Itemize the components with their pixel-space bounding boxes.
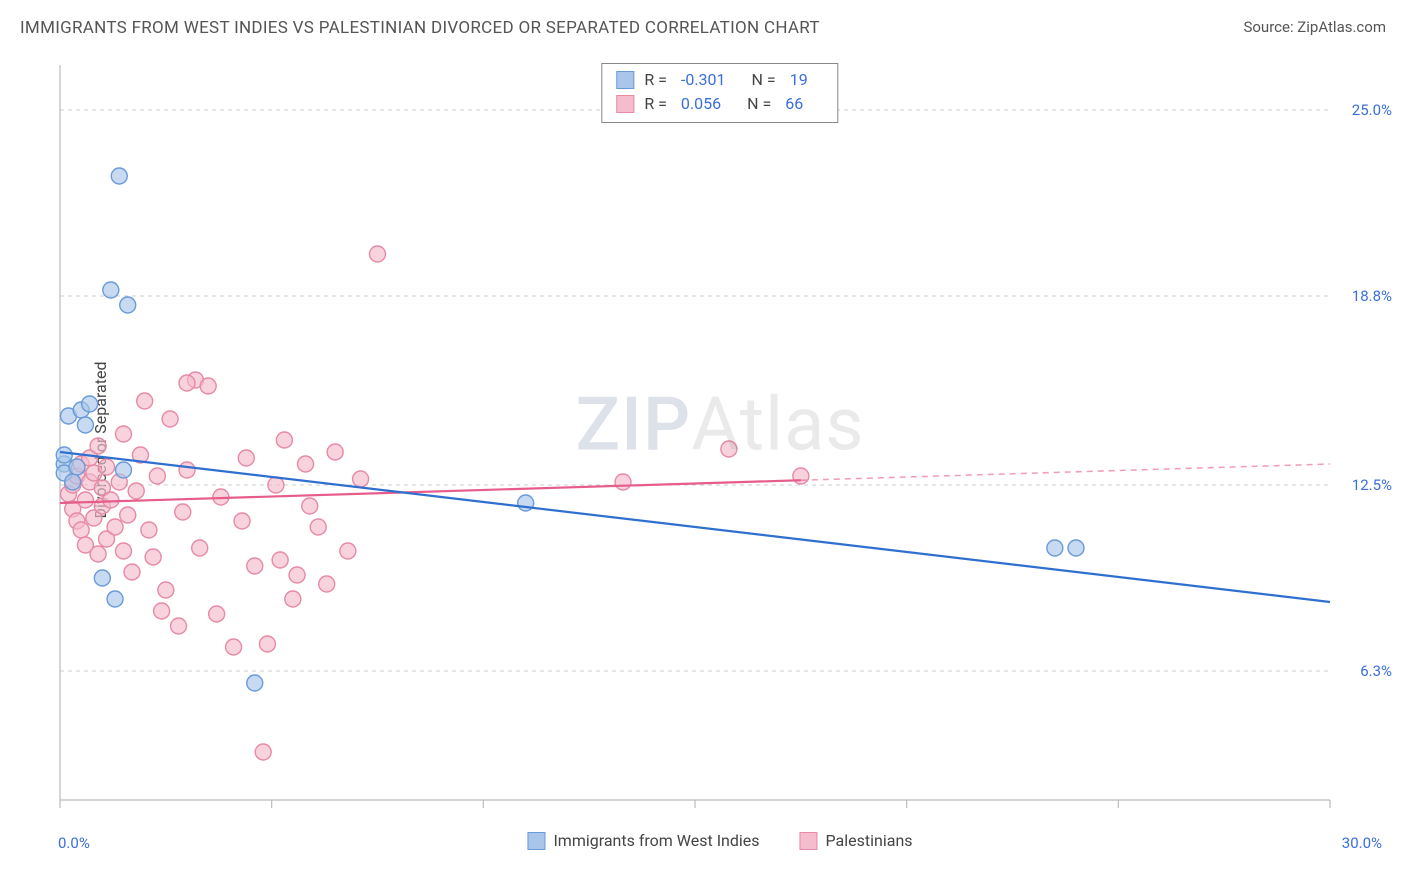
y-tick-label: 12.5%	[1352, 476, 1392, 494]
legend-item-pink: Palestinians	[800, 831, 913, 850]
r-value-pink: 0.056	[681, 92, 721, 116]
legend-label-pink: Palestinians	[826, 831, 913, 850]
legend-label-blue: Immigrants from West Indies	[553, 831, 759, 850]
legend-bottom: Immigrants from West Indies Palestinians	[527, 831, 912, 850]
y-tick-label: 6.3%	[1360, 662, 1392, 680]
x-axis-start: 0.0%	[58, 834, 90, 852]
stats-box: R = -0.301 N = 19 R = 0.056 N = 66	[601, 63, 838, 123]
source-label: Source: ZipAtlas.com	[1243, 18, 1386, 36]
n-label: N =	[752, 68, 776, 92]
r-label-2: R =	[644, 92, 667, 116]
swatch-blue-icon	[616, 71, 634, 89]
legend-swatch-pink-icon	[800, 832, 818, 850]
n-value-blue: 19	[790, 68, 808, 92]
legend-item-blue: Immigrants from West Indies	[527, 831, 759, 850]
y-tick-label: 25.0%	[1352, 101, 1392, 119]
swatch-pink-icon	[616, 95, 634, 113]
stats-row-blue: R = -0.301 N = 19	[616, 68, 823, 92]
n-label-2: N =	[747, 92, 771, 116]
n-value-pink: 66	[785, 92, 803, 116]
r-label: R =	[644, 68, 667, 92]
chart-area: Divorced or Separated ZIPAtlas R = -0.30…	[50, 60, 1390, 820]
legend-swatch-blue-icon	[527, 832, 545, 850]
stats-row-pink: R = 0.056 N = 66	[616, 92, 823, 116]
r-value-blue: -0.301	[681, 68, 726, 92]
x-axis-end: 30.0%	[1342, 834, 1382, 852]
y-tick-label: 18.8%	[1352, 287, 1392, 305]
chart-title: IMMIGRANTS FROM WEST INDIES VS PALESTINI…	[20, 18, 820, 38]
scatter-plot	[50, 60, 1390, 820]
